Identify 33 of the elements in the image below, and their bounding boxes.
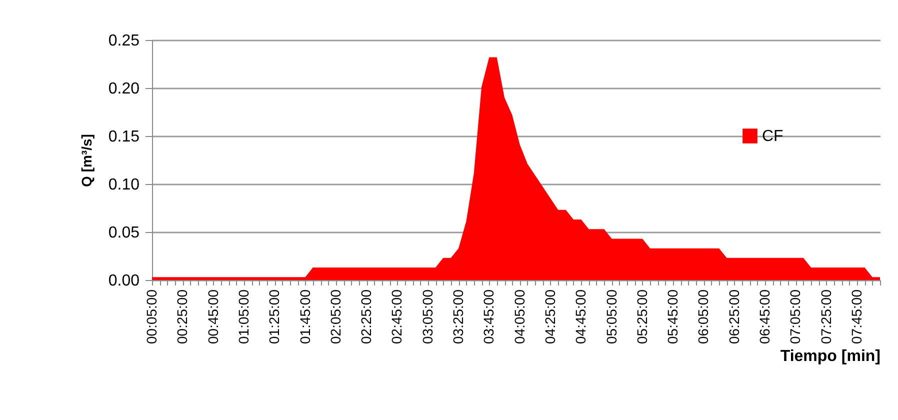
y-tick-label: 0.25 [108,32,140,50]
x-tick-label: 06:05:00 [695,289,712,344]
x-tick-label: 05:45:00 [664,289,681,344]
x-tick-label: 00:05:00 [144,289,160,344]
y-tick-label: 0.05 [108,224,140,242]
x-tick-label: 07:25:00 [818,289,834,344]
x-tick-label: 06:25:00 [726,289,742,344]
x-tick-label: 03:25:00 [450,289,466,344]
y-tick-label: 0.00 [108,272,140,290]
x-tick-label: 07:05:00 [787,289,804,344]
x-tick-label: 01:05:00 [235,289,252,344]
x-tick-label: 05:25:00 [634,289,650,344]
legend-label: CF [762,128,784,145]
x-tick-label: 04:05:00 [511,289,528,344]
x-tick-label: 05:05:00 [603,289,620,344]
x-tick-label: 04:25:00 [542,289,558,344]
y-tick-label: 0.15 [108,128,140,146]
y-tick-label: 0.10 [108,176,140,194]
x-tick-label: 04:45:00 [572,289,589,344]
x-tick-label: 07:45:00 [848,289,865,344]
x-axis-title: Tiempo [min] [780,348,880,365]
x-tick-label: 02:45:00 [388,289,405,344]
y-tick-label: 0.20 [108,80,140,98]
x-tick-label: 01:45:00 [296,289,313,344]
x-tick-label: 02:25:00 [358,289,374,344]
x-tick-label: 06:45:00 [756,289,773,344]
x-tick-label: 00:25:00 [174,289,190,344]
x-tick-label: 03:05:00 [419,289,436,344]
y-axis-title: Q [m³/s] [78,134,94,187]
x-tick-label: 03:45:00 [480,289,497,344]
x-tick-label: 02:05:00 [327,289,344,344]
x-tick-label: 00:45:00 [204,289,221,344]
x-tick-label: 01:25:00 [266,289,282,344]
